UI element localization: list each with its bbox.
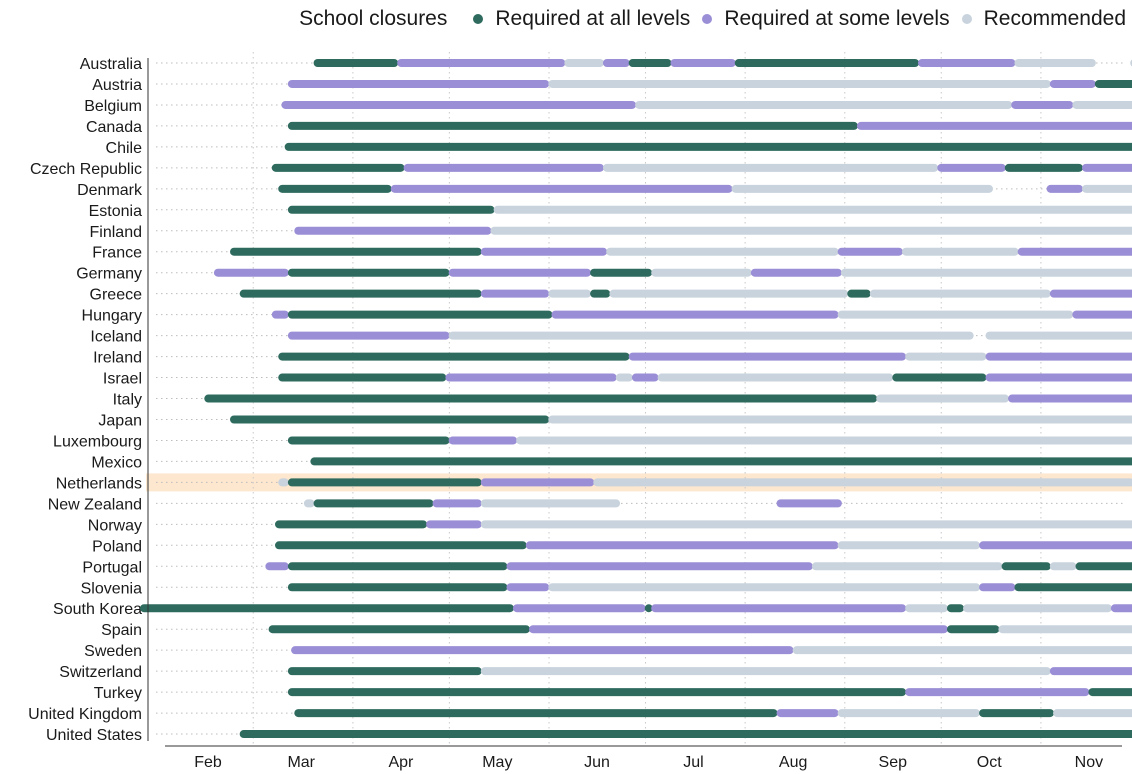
country-label: Japan: [98, 412, 142, 429]
country-label: United States: [46, 727, 142, 744]
country-label: Israel: [103, 371, 142, 388]
country-label: Austria: [92, 77, 142, 94]
country-label: Turkey: [94, 685, 142, 702]
country-label: United Kingdom: [28, 706, 142, 723]
legend-marker-some-levels: [702, 14, 713, 24]
legend-title: School closures: [299, 7, 448, 30]
country-label: France: [92, 245, 142, 262]
country-label: Iceland: [90, 329, 142, 346]
country-label: Germany: [76, 266, 142, 283]
x-tick-label: Sep: [879, 754, 908, 771]
country-label: New Zealand: [48, 496, 142, 513]
country-label: South Korea: [53, 601, 142, 618]
country-label: Canada: [86, 119, 142, 136]
legend-label-all-levels: Required at all levels: [495, 7, 691, 30]
country-label: Sweden: [84, 643, 142, 660]
x-tick-label: May: [482, 754, 512, 771]
x-tick-label: Oct: [977, 754, 1002, 771]
x-tick-label: Jul: [683, 754, 703, 771]
country-label: Belgium: [84, 98, 142, 115]
country-label: Italy: [113, 392, 142, 409]
legend: School closures Required at all levels R…: [299, 5, 1126, 33]
country-label: Czech Republic: [30, 161, 142, 178]
legend-item-all-levels: Required at all levels: [473, 7, 690, 31]
x-tick-label: Feb: [194, 754, 222, 771]
country-label: Luxembourg: [53, 433, 142, 450]
legend-label-some-levels: Required at some levels: [724, 7, 950, 30]
country-label: Estonia: [89, 203, 142, 220]
country-label: Mexico: [91, 454, 142, 471]
country-label: Norway: [88, 517, 142, 534]
country-label: Denmark: [77, 182, 143, 199]
country-label: Spain: [101, 622, 142, 639]
x-tick-label: Aug: [779, 754, 807, 771]
country-label: Finland: [90, 224, 142, 241]
legend-item-some-levels: Required at some levels: [702, 7, 950, 31]
country-label: Switzerland: [59, 664, 142, 681]
legend-label-recommended: Recommended: [983, 7, 1126, 30]
legend-item-recommended: Recommended: [961, 7, 1126, 31]
x-tick-label: Jun: [584, 754, 610, 771]
country-label: Slovenia: [81, 580, 142, 597]
country-label: Greece: [90, 287, 143, 304]
x-tick-label: Mar: [287, 754, 315, 771]
x-tick-label: Nov: [1075, 754, 1103, 771]
country-label: Portugal: [82, 559, 142, 576]
country-label: Netherlands: [56, 475, 142, 492]
country-label: Australia: [80, 56, 142, 73]
country-label: Hungary: [82, 308, 142, 325]
country-label: Poland: [92, 538, 142, 555]
legend-marker-all-levels: [473, 14, 484, 24]
country-label: Chile: [106, 140, 143, 157]
country-label: Ireland: [93, 350, 142, 367]
legend-marker-recommended: [961, 14, 972, 24]
x-tick-label: Apr: [388, 754, 414, 771]
